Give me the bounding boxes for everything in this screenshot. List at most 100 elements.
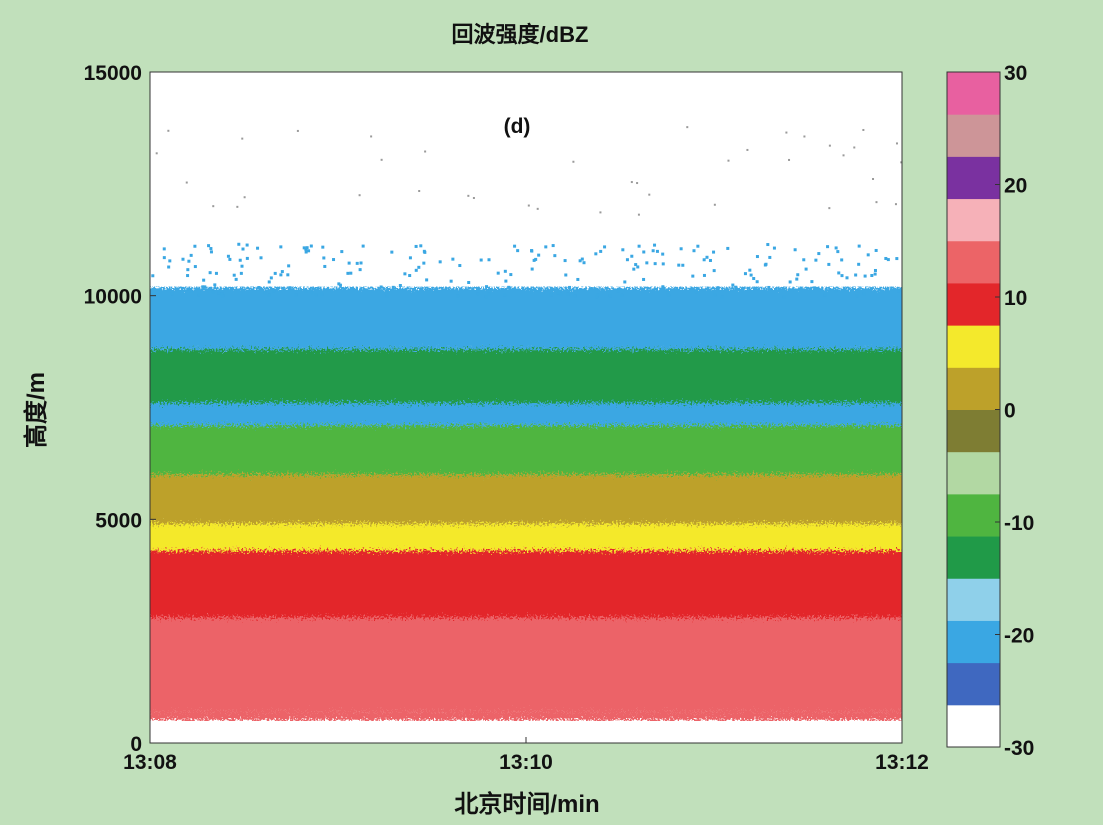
echo-speck xyxy=(862,128,865,131)
colorbar-segment xyxy=(947,240,1000,284)
echo-speck xyxy=(694,290,698,294)
x-tick-label: 13:08 xyxy=(123,751,177,774)
reflectivity-layer xyxy=(150,474,902,524)
echo-speck xyxy=(370,135,373,138)
echo-speck xyxy=(532,258,536,262)
echo-speck xyxy=(422,249,426,253)
echo-speck xyxy=(686,126,689,129)
echo-speck xyxy=(358,194,361,197)
echo-speck xyxy=(894,203,897,206)
colorbar-segment xyxy=(947,409,1000,453)
echo-speck xyxy=(287,264,291,268)
echo-speck xyxy=(305,246,309,250)
echo-speck xyxy=(857,244,861,248)
echo-speck xyxy=(391,285,395,289)
echo-speck xyxy=(237,242,241,246)
echo-speck xyxy=(467,194,470,197)
echo-speck xyxy=(749,273,753,277)
echo-speck xyxy=(236,205,239,208)
echo-speck xyxy=(458,264,462,268)
colorbar-tick-label: -30 xyxy=(1004,737,1034,760)
echo-speck xyxy=(551,244,555,248)
x-axis-label: 北京时间/min xyxy=(454,790,599,818)
echo-speck xyxy=(530,267,534,271)
echo-speck xyxy=(202,278,206,282)
echo-speck xyxy=(620,293,624,297)
echo-speck xyxy=(755,255,759,259)
echo-speck xyxy=(553,254,557,258)
echo-speck xyxy=(186,268,190,272)
echo-speck xyxy=(186,274,190,278)
echo-speck xyxy=(752,277,756,281)
echo-speck xyxy=(181,257,185,261)
echo-speck xyxy=(653,243,657,247)
echo-speck xyxy=(211,290,215,294)
reflectivity-layer xyxy=(150,349,902,404)
echo-speck xyxy=(616,289,620,293)
reflectivity-layer xyxy=(150,550,902,618)
echo-speck xyxy=(346,271,350,275)
echo-speck xyxy=(187,259,191,263)
echo-speck xyxy=(323,264,327,268)
echo-speck xyxy=(634,263,638,267)
echo-speck xyxy=(527,204,530,207)
echo-speck xyxy=(507,285,511,289)
echo-speck xyxy=(799,286,803,290)
echo-speck xyxy=(422,261,426,265)
echo-speck xyxy=(692,249,696,253)
colorbar-segment xyxy=(947,536,1000,579)
echo-speck xyxy=(556,291,560,295)
echo-speck xyxy=(564,273,568,277)
echo-speck xyxy=(855,294,859,298)
echo-speck xyxy=(788,158,791,161)
echo-speck xyxy=(359,261,363,265)
echo-speck xyxy=(304,289,308,293)
echo-speck xyxy=(836,250,840,254)
echo-speck xyxy=(804,267,808,271)
echo-speck xyxy=(484,295,488,299)
y-tick-label: 10000 xyxy=(84,286,142,309)
colorbar-segment xyxy=(947,72,1000,115)
reflectivity-layer xyxy=(150,403,902,426)
echo-speck xyxy=(355,261,359,265)
echo-speck xyxy=(307,249,311,253)
echo-speck xyxy=(537,253,541,257)
echo-speck xyxy=(632,267,636,271)
echo-speck xyxy=(314,293,318,297)
echo-speck xyxy=(834,289,838,293)
colorbar-tick-label: 0 xyxy=(1004,400,1016,423)
echo-speck xyxy=(256,246,260,250)
echo-speck xyxy=(213,283,217,287)
echo-speck xyxy=(651,249,655,253)
echo-speck xyxy=(516,249,520,253)
echo-speck xyxy=(608,294,612,298)
echo-speck xyxy=(408,256,412,260)
echo-speck xyxy=(280,270,284,274)
echo-speck xyxy=(338,283,342,287)
echo-speck xyxy=(869,287,873,291)
echo-speck xyxy=(895,257,899,261)
echo-speck xyxy=(155,152,158,155)
echo-speck xyxy=(666,291,670,295)
echo-speck xyxy=(193,244,197,248)
echo-speck xyxy=(496,271,500,275)
echo-speck xyxy=(705,255,709,259)
echo-speck xyxy=(596,293,600,297)
echo-speck xyxy=(795,277,799,281)
echo-speck xyxy=(580,257,584,261)
y-axis: 0 5000 10000 15000 xyxy=(84,62,156,756)
echo-speck xyxy=(304,247,308,251)
echo-speck xyxy=(573,294,577,298)
echo-speck xyxy=(595,295,599,299)
echo-speck xyxy=(214,271,218,275)
echo-speck xyxy=(320,292,324,296)
echo-speck xyxy=(655,249,659,253)
echo-speck xyxy=(549,293,553,297)
echo-speck xyxy=(302,246,306,250)
echo-speck xyxy=(504,279,508,283)
echo-speck xyxy=(472,196,475,199)
echo-speck xyxy=(897,289,901,293)
echo-speck xyxy=(691,274,695,278)
x-tick-label: 13:12 xyxy=(875,751,929,774)
echo-speck xyxy=(636,182,639,185)
